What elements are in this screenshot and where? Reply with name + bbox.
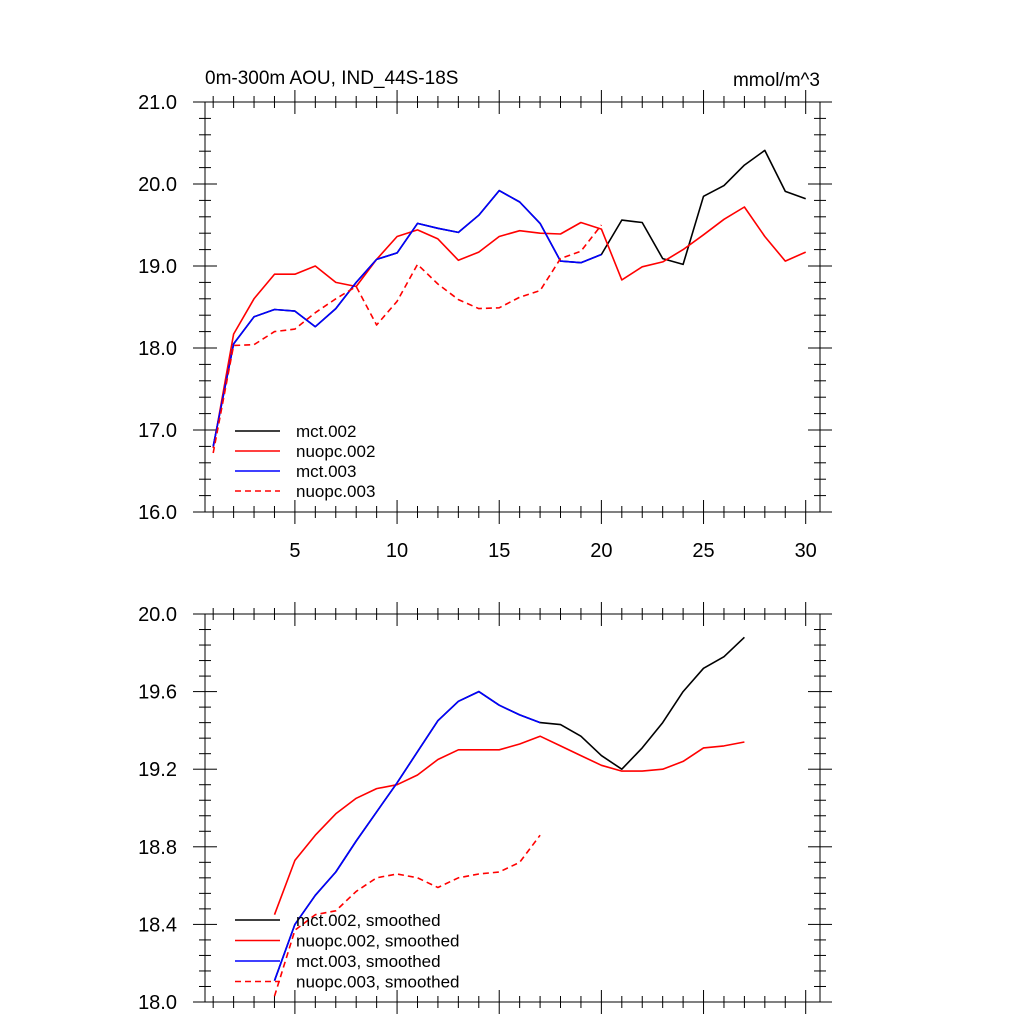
y-tick-label: 21.0 [138, 92, 177, 114]
top-panel: 5 10 15 20 25 30 16.0 17.0 18.0 19.0 20.0 21.0 mct.0… [138, 90, 832, 562]
y-tick-label: 19.0 [138, 256, 177, 278]
plot-frame [204, 613, 821, 1003]
x-tick-label: 20 [590, 540, 612, 562]
unit-label: mmol/m^3 [733, 70, 820, 91]
x-tick-label: 30 [795, 540, 817, 562]
legend-label: mct.002 [296, 422, 356, 441]
y-tick-label: 20.0 [138, 604, 177, 626]
y-tick-label: 17.0 [138, 420, 177, 442]
x-tick-label: 25 [692, 540, 714, 562]
series-line-0 [212, 149, 806, 447]
series-line-1 [273, 735, 745, 915]
y-tick-label: 18.0 [138, 338, 177, 360]
series-line-3 [212, 224, 603, 454]
legend-label: nuopc.002, smoothed [296, 932, 460, 951]
x-tick-label: 10 [386, 540, 408, 562]
y-tick-label: 16.0 [138, 502, 177, 524]
legend-label: mct.002, smoothed [296, 911, 441, 930]
x-tick-label: 15 [488, 540, 510, 562]
bottom-panel: 18.0 18.4 18.8 19.2 19.6 20.0 mct.002, smoothe… [138, 602, 832, 1014]
legend-label: mct.003, smoothed [296, 952, 441, 971]
y-tick-label: 19.6 [138, 682, 177, 704]
series-line-2 [273, 690, 541, 981]
series-line-2 [212, 189, 602, 447]
y-tick-label: 18.0 [138, 992, 177, 1014]
chart-title: 0m-300m AOU, IND_44S-18S [205, 68, 458, 89]
legend-label: nuopc.003 [296, 482, 375, 501]
y-tick-label: 18.4 [138, 914, 177, 936]
legend-label: nuopc.003, smoothed [296, 973, 460, 992]
y-tick-label: 20.0 [138, 174, 177, 196]
plot-frame [204, 101, 821, 513]
legend-label: nuopc.002 [296, 442, 375, 461]
series-line-1 [212, 206, 807, 449]
series-line-3 [273, 834, 541, 997]
y-tick-label: 18.8 [138, 837, 177, 859]
y-tick-label: 19.2 [138, 759, 177, 781]
legend-label: mct.003 [296, 462, 356, 481]
x-tick-label: 5 [289, 540, 300, 562]
